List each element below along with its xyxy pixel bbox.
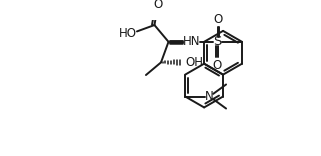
Text: OH: OH (185, 56, 203, 69)
Text: N: N (205, 90, 214, 103)
Text: O: O (153, 0, 163, 11)
Text: O: O (214, 13, 223, 26)
Text: HO: HO (119, 27, 137, 40)
Text: HN: HN (183, 35, 200, 48)
Text: S: S (213, 35, 222, 48)
Text: O: O (212, 59, 221, 72)
